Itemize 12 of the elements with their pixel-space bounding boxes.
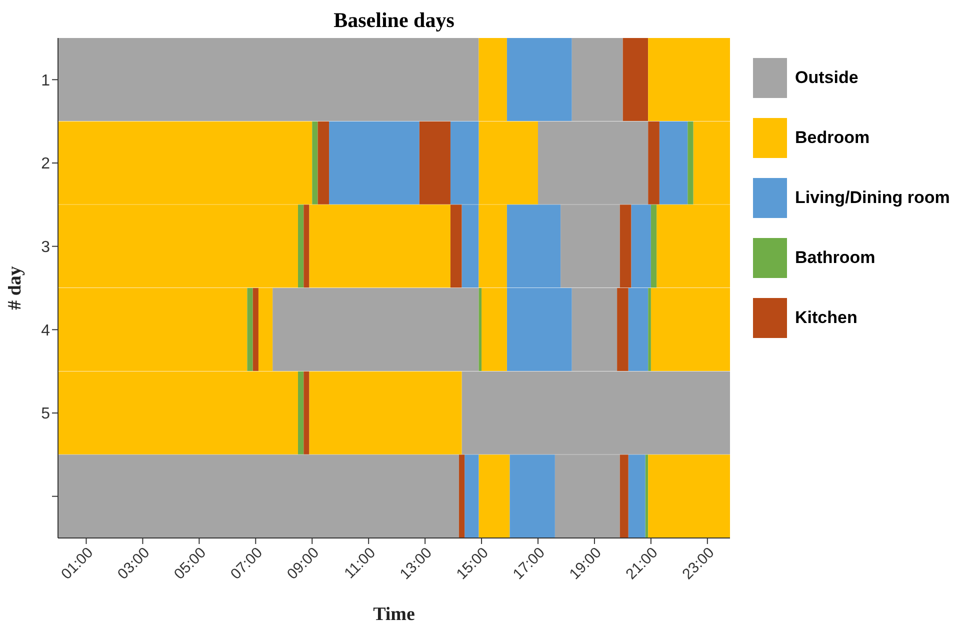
y-tick-label: 3 — [41, 239, 50, 256]
chart-title: Baseline days — [332, 8, 456, 33]
y-tick-label: 1 — [41, 72, 50, 90]
legend-label: Kitchen — [795, 308, 858, 328]
y-tick-label: 2 — [41, 156, 50, 173]
legend-label: Bathroom — [795, 248, 876, 268]
y-tick-label: 4 — [41, 322, 50, 340]
legend-label: Living/Dining room — [795, 188, 950, 208]
y-tick-label: 5 — [41, 406, 50, 423]
legend-label: Bedroom — [795, 128, 870, 148]
x-axis-title: Time — [373, 604, 415, 625]
legend-label: Outside — [795, 68, 858, 88]
